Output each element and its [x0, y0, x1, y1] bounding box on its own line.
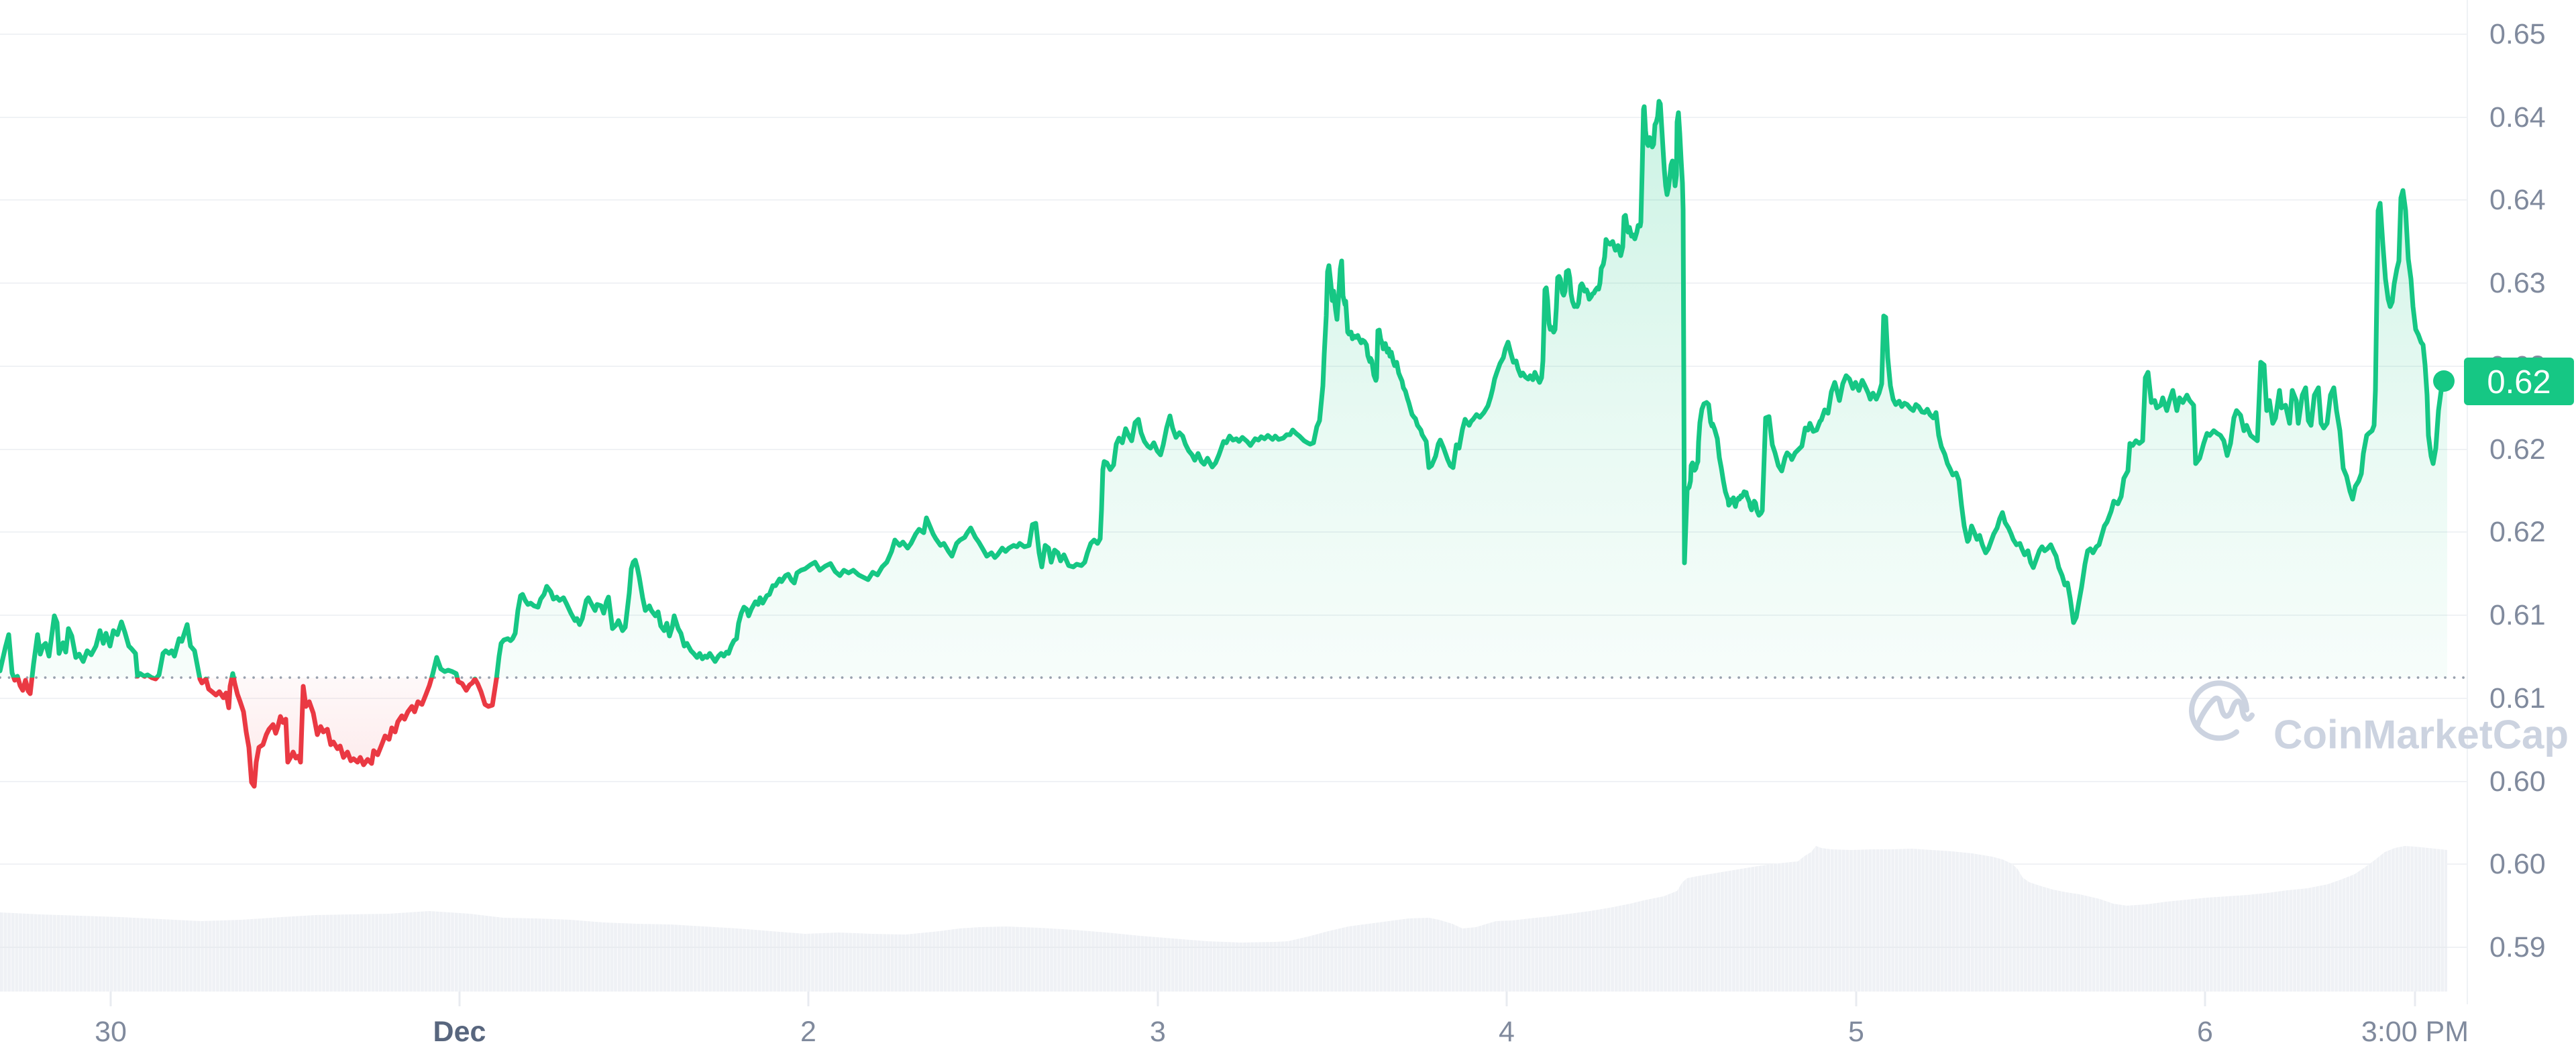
svg-text:0.64: 0.64 [2489, 101, 2546, 134]
svg-text:0.60: 0.60 [2489, 848, 2546, 880]
svg-text:3: 3 [1150, 1016, 1166, 1048]
svg-text:0.63: 0.63 [2489, 267, 2546, 299]
svg-text:Dec: Dec [433, 1016, 486, 1048]
svg-text:2: 2 [800, 1016, 816, 1048]
svg-text:4: 4 [1499, 1016, 1515, 1048]
svg-text:CoinMarketCap: CoinMarketCap [2273, 712, 2569, 757]
svg-text:0.59: 0.59 [2489, 931, 2546, 963]
svg-text:0.65: 0.65 [2489, 18, 2546, 50]
svg-text:6: 6 [2197, 1016, 2213, 1048]
svg-text:5: 5 [1848, 1016, 1864, 1048]
svg-text:0.62: 0.62 [2489, 433, 2546, 466]
svg-text:0.60: 0.60 [2489, 765, 2546, 798]
svg-text:30: 30 [95, 1016, 127, 1048]
svg-text:0.64: 0.64 [2489, 184, 2546, 216]
svg-text:0.61: 0.61 [2489, 682, 2546, 714]
svg-text:0.61: 0.61 [2489, 599, 2546, 631]
svg-text:3:00 PM: 3:00 PM [2361, 1016, 2469, 1048]
svg-text:0.62: 0.62 [2489, 516, 2546, 548]
svg-text:0.62: 0.62 [2487, 364, 2551, 401]
